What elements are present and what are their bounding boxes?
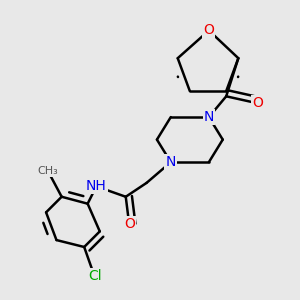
Text: O: O [124,218,135,232]
Text: Cl: Cl [88,269,101,284]
Text: N: N [204,110,214,124]
Text: N: N [166,155,176,169]
Text: O: O [203,23,214,38]
Text: NH: NH [86,179,107,194]
Text: O: O [252,96,263,110]
Text: CH₃: CH₃ [38,166,58,176]
